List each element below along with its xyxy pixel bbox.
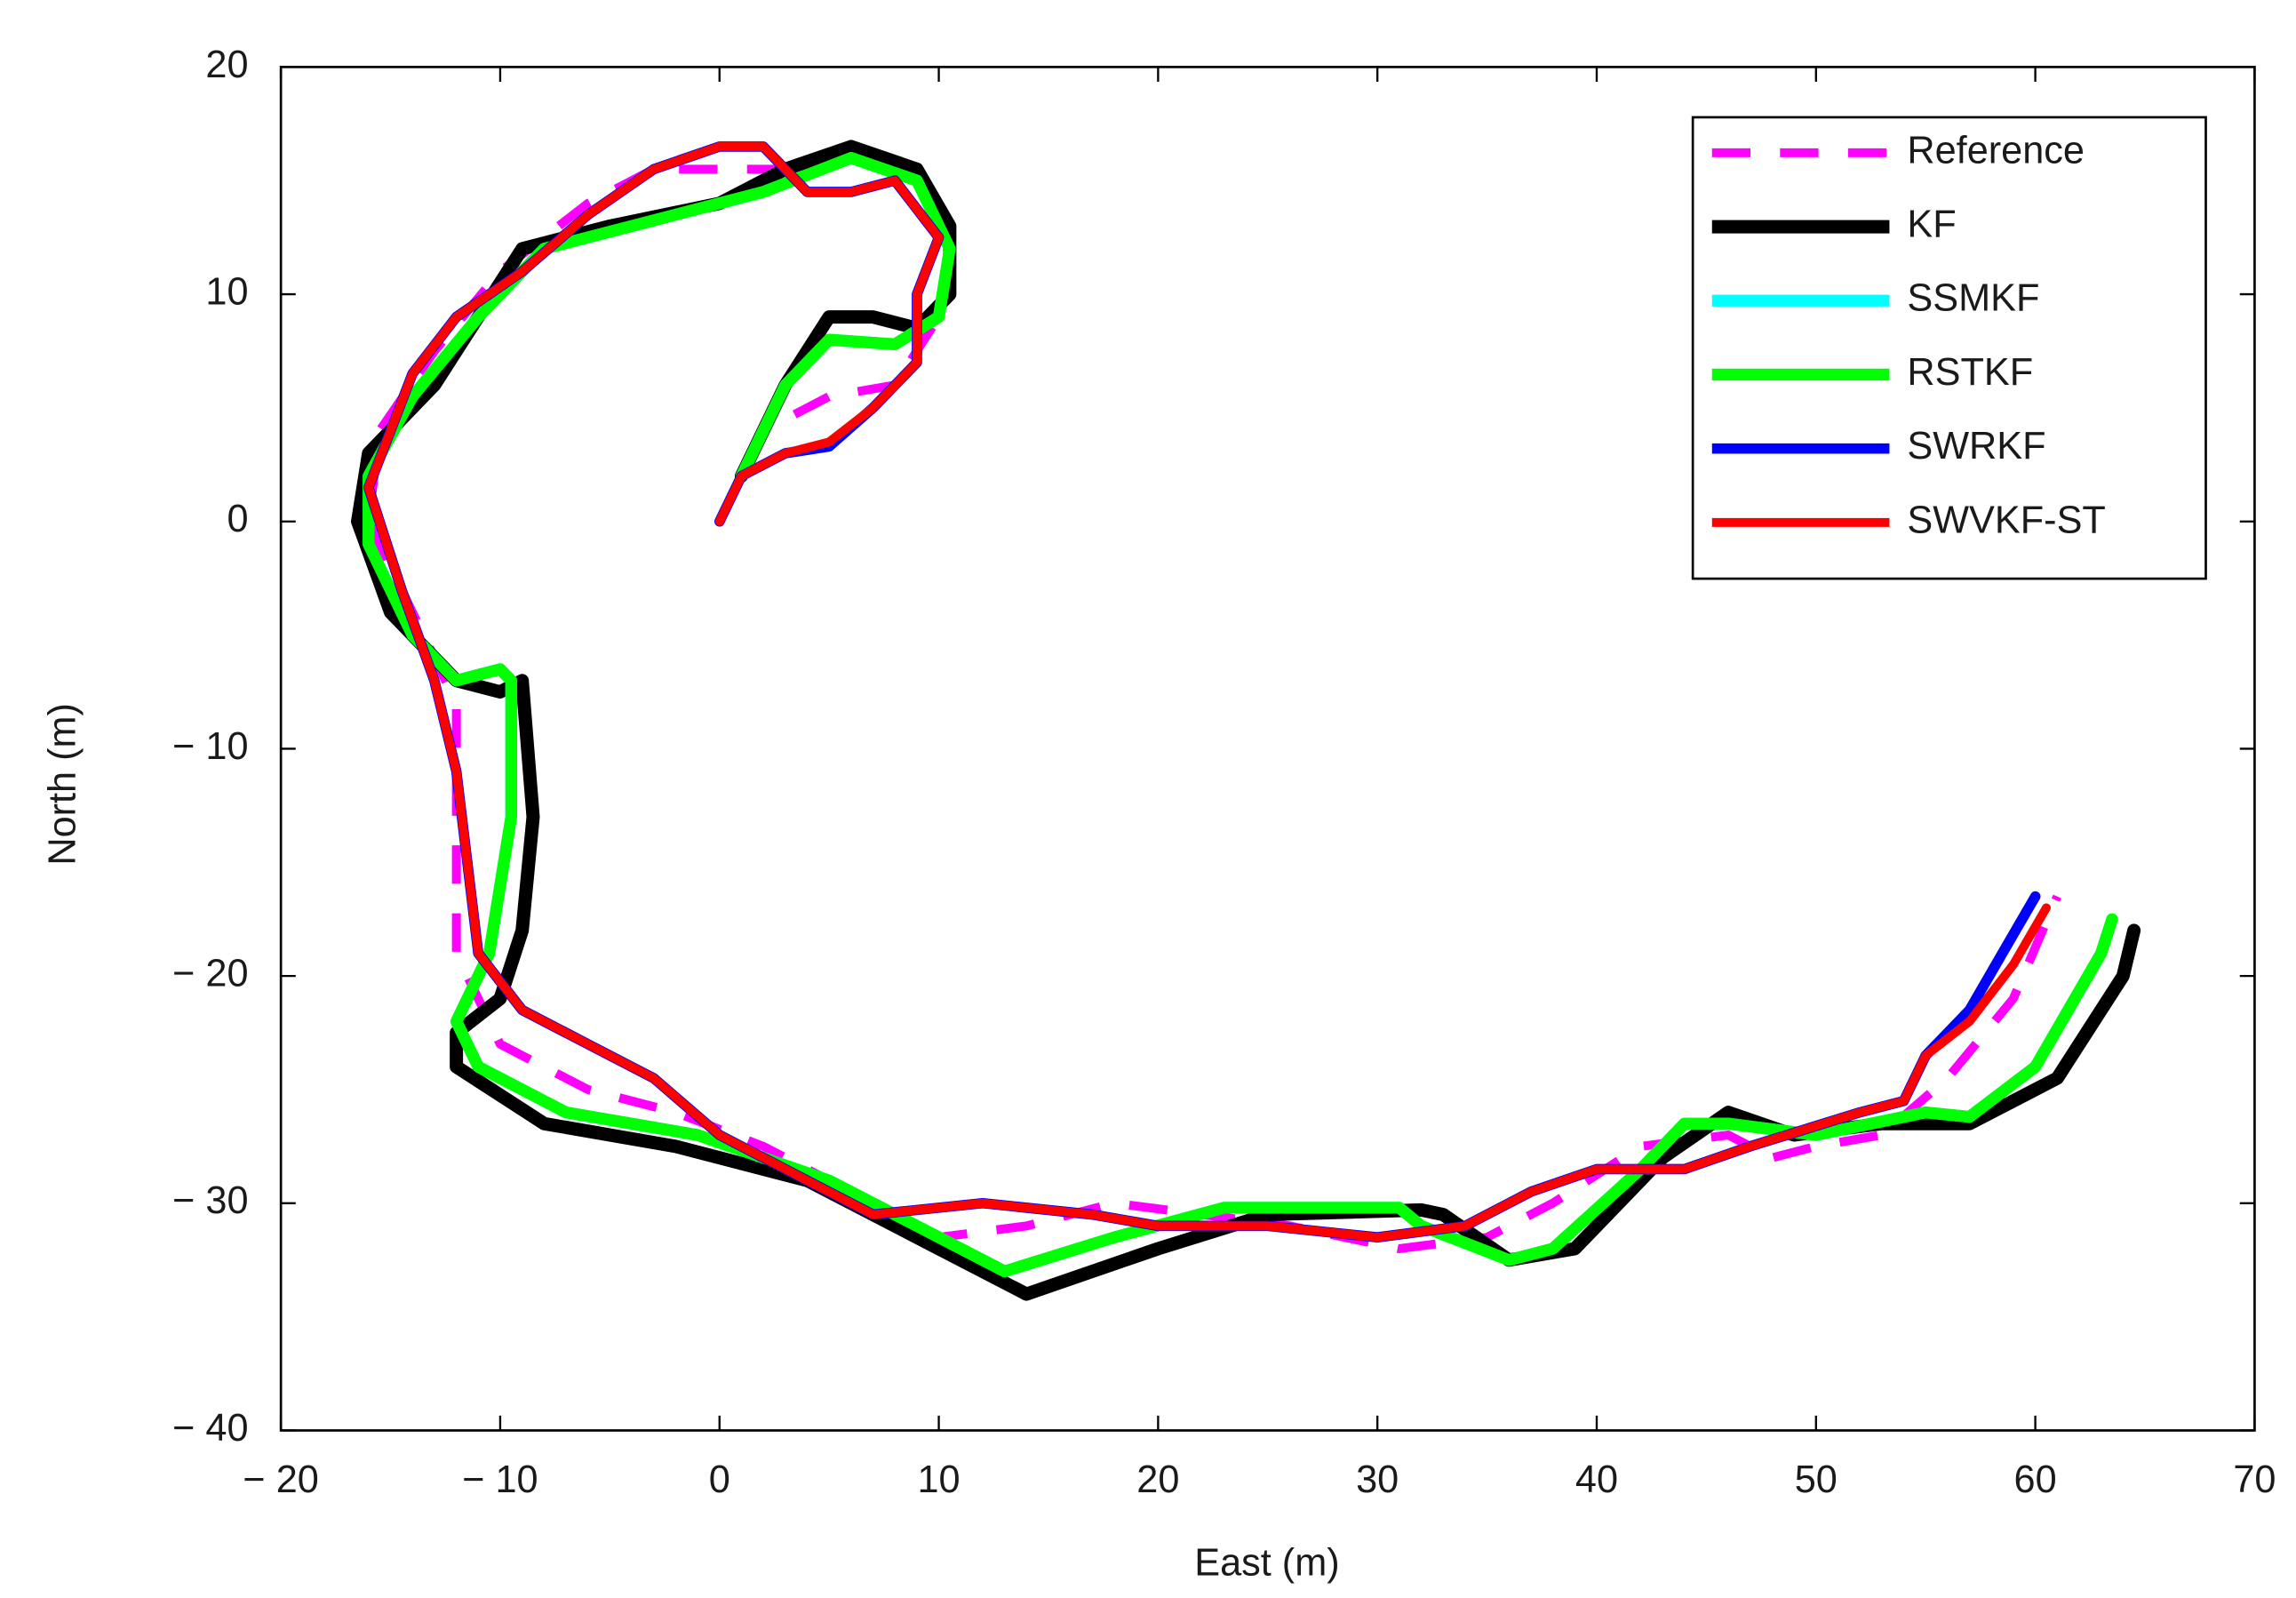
legend-label: SWVKF-ST <box>1907 499 2105 541</box>
y-tick-label: − 30 <box>172 1179 248 1222</box>
x-tick-label: 60 <box>2014 1458 2057 1501</box>
x-tick-label: 20 <box>1136 1458 1179 1501</box>
series-line <box>363 141 2051 1242</box>
legend-label: SWRKF <box>1907 425 2045 467</box>
series-line <box>363 152 2118 1278</box>
legend-label: KF <box>1907 204 1956 246</box>
y-tick-label: − 40 <box>172 1407 248 1450</box>
x-tick-label: 30 <box>1356 1458 1399 1501</box>
x-tick-label: − 10 <box>462 1458 538 1501</box>
x-tick-label: 0 <box>709 1458 730 1501</box>
y-tick-label: − 10 <box>172 725 248 768</box>
x-tick-label: 70 <box>2233 1458 2276 1501</box>
x-axis-label: East (m) <box>1194 1541 1339 1584</box>
series-line <box>351 140 2141 1301</box>
plot-frame <box>279 66 2256 1432</box>
legend-label: RSTKF <box>1907 351 2033 394</box>
y-tick-label: 0 <box>227 498 248 540</box>
legend-label: Reference <box>1907 129 2085 172</box>
x-tick-label: 50 <box>1795 1458 1838 1501</box>
x-tick-label: − 20 <box>243 1458 318 1501</box>
y-tick-label: 20 <box>205 44 248 86</box>
y-axis-label: North (m) <box>42 703 84 866</box>
y-tick-label: − 20 <box>172 953 248 995</box>
x-tick-label: 40 <box>1575 1458 1618 1501</box>
legend-box <box>1691 116 2207 580</box>
x-tick-label: 10 <box>918 1458 961 1501</box>
legend-label: SSMKF <box>1907 277 2039 320</box>
y-tick-label: 10 <box>205 270 248 313</box>
